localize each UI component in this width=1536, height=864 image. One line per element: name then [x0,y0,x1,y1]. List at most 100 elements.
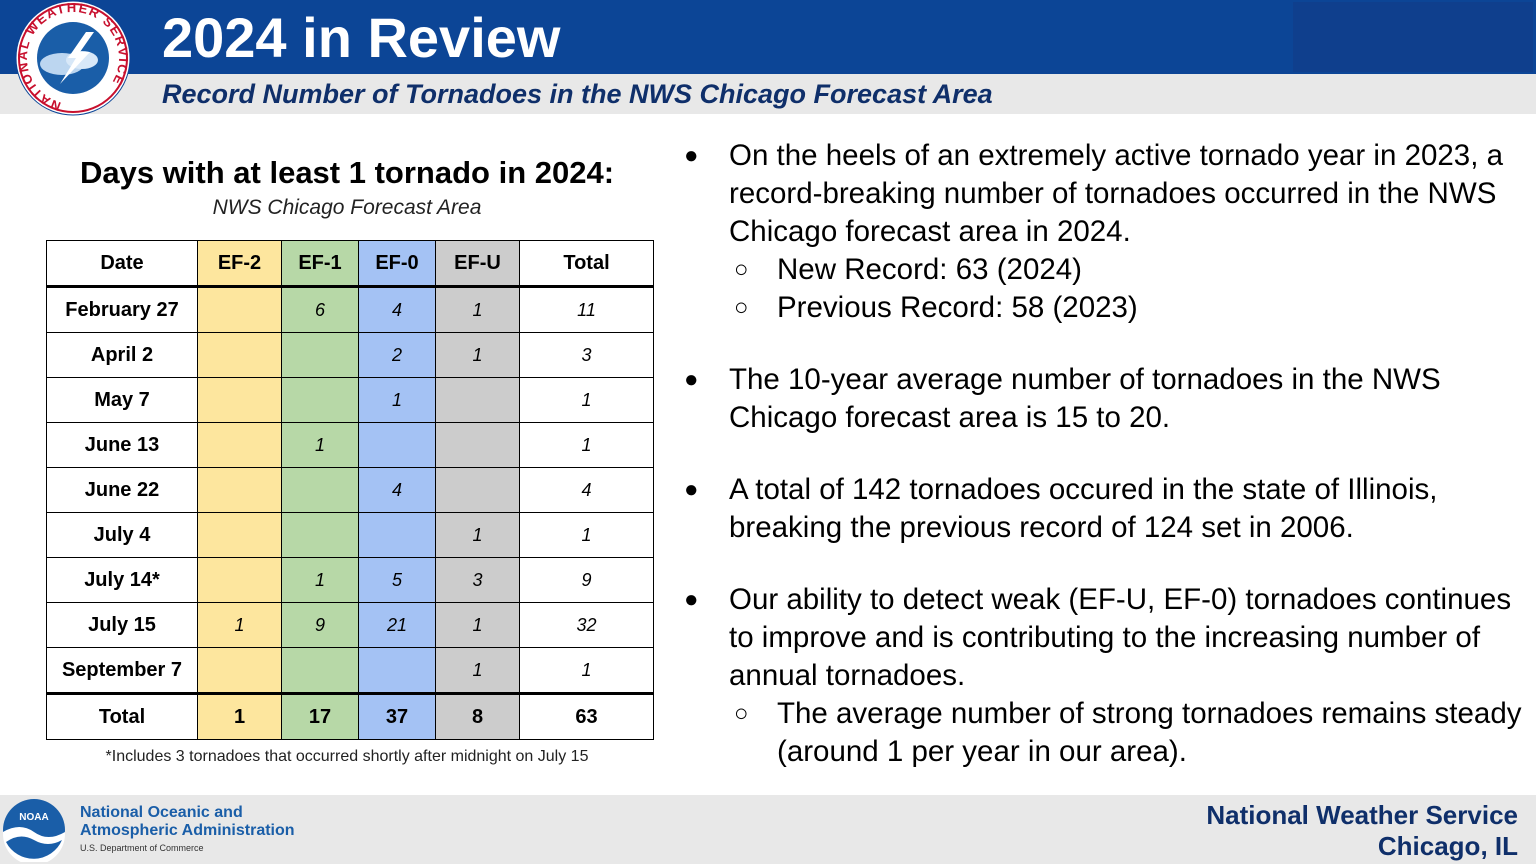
bullet-text: A total of 142 tornadoes occured in the … [729,473,1438,544]
ef0-cell: 4 [358,467,436,513]
page-subtitle: Record Number of Tornadoes in the NWS Ch… [162,79,993,109]
efu-cell: 1 [435,512,520,558]
column-header-efu: EF-U [435,240,520,288]
total-cell: 3 [519,332,654,378]
nws-office-label: National Weather Service Chicago, IL [1206,800,1518,862]
ef2-cell: 1 [197,602,282,648]
date-cell: June 13 [46,422,198,468]
sub-bullet-item: ○ Previous Record: 58 (2023) [684,289,1529,327]
bullet-marker: ● [684,476,699,503]
table-row: April 2 2 1 3 [46,332,654,378]
efu-cell [435,467,520,513]
table-row: May 7 1 1 [46,377,654,423]
efu-cell: 1 [435,332,520,378]
ef0-cell: 21 [358,602,436,648]
bullet-marker: ● [684,142,699,169]
bullet-text: Our ability to detect weak (EF-U, EF-0) … [729,583,1512,692]
noaa-name-line1: National Oceanic and [80,804,243,821]
ef0-cell: 4 [358,286,436,333]
table-row: June 22 4 4 [46,467,654,513]
table-row: July 4 1 1 [46,512,654,558]
table-heading: Days with at least 1 tornado in 2024: [79,155,615,190]
sub-bullet-marker: ○ [734,256,749,283]
total-cell: 1 [519,512,654,558]
table-row: June 13 1 1 [46,422,654,468]
sub-bullet-text: Previous Record: 58 (2023) [777,291,1138,324]
bullet-marker: ● [684,586,699,613]
ef1-cell [281,332,359,378]
table-row: September 7 1 1 [46,647,654,694]
sub-bullet-marker: ○ [734,294,749,321]
sub-bullet-item: ○ The average number of strong tornadoes… [684,695,1529,771]
ef2-cell [197,422,282,468]
bullet-item: ● The 10-year average number of tornadoe… [684,361,1529,437]
sub-bullet-item: ○ New Record: 63 (2024) [684,251,1529,289]
ef1-cell [281,377,359,423]
table-row: July 15 1 9 21 1 32 [46,602,654,648]
table-row: February 27 6 4 1 11 [46,286,654,333]
date-cell: July 15 [46,602,198,648]
header-bar [0,0,1536,74]
nws-logo-icon: NATIONAL WEATHER SERVICE [15,0,131,116]
ef0-cell [358,512,436,558]
sub-bullet-marker: ○ [734,700,749,727]
bullet-item: ● Our ability to detect weak (EF-U, EF-0… [684,581,1529,695]
ef0-cell [358,422,436,468]
ef2-cell [197,557,282,603]
efu-cell: 1 [435,602,520,648]
ef1-cell [281,647,359,694]
efu-cell [435,422,520,468]
ef1-total-cell: 17 [281,692,359,740]
total-cell: 9 [519,557,654,603]
bullet-item: ● A total of 142 tornadoes occured in th… [684,471,1529,547]
footer-bar [0,795,1536,864]
column-header-ef2: EF-2 [197,240,282,288]
table-header-row: Date EF-2 EF-1 EF-0 EF-U Total [46,240,654,288]
bullet-marker: ● [684,366,699,393]
column-header-date: Date [46,240,198,288]
ef1-cell: 6 [281,286,359,333]
noaa-name-line2: Atmospheric Administration [80,822,295,839]
subtitle-bar [0,74,1536,114]
ef0-cell: 1 [358,377,436,423]
sub-bullet-text: New Record: 63 (2024) [777,253,1082,286]
table-subheading: NWS Chicago Forecast Area [212,196,482,219]
nws-footer-line2: Chicago, IL [1377,831,1518,861]
efu-total-cell: 8 [435,692,520,740]
ef2-cell [197,286,282,333]
total-cell: 11 [519,286,654,333]
grand-total-cell: 63 [519,692,654,740]
bullet-text: On the heels of an extremely active torn… [729,139,1504,248]
ef0-total-cell: 37 [358,692,436,740]
total-cell: 32 [519,602,654,648]
ef0-cell: 5 [358,557,436,603]
total-cell: 1 [519,377,654,423]
nws-footer-line1: National Weather Service [1206,800,1518,830]
total-cell: 1 [519,647,654,694]
ef2-total-cell: 1 [197,692,282,740]
ef1-cell: 1 [281,557,359,603]
date-cell: February 27 [46,286,198,333]
tornado-days-table: Date EF-2 EF-1 EF-0 EF-U Total February … [46,240,654,740]
ef2-cell [197,332,282,378]
efu-cell [435,377,520,423]
ef2-cell [197,512,282,558]
date-cell: April 2 [46,332,198,378]
total-label-cell: Total [46,692,198,740]
ef0-cell: 2 [358,332,436,378]
ef2-cell [197,467,282,513]
ef1-cell [281,467,359,513]
noaa-department: U.S. Department of Commerce [80,843,204,853]
table-row: July 14* 1 5 3 9 [46,557,654,603]
noaa-badge-text: NOAA [19,812,48,823]
page-title: 2024 in Review [162,6,561,69]
column-header-ef0: EF-0 [358,240,436,288]
column-header-ef1: EF-1 [281,240,359,288]
noaa-logo-icon: NOAA [3,799,65,862]
ef1-cell [281,512,359,558]
bullet-list: ● On the heels of an extremely active to… [684,137,1529,771]
bullet-item: ● On the heels of an extremely active to… [684,137,1529,251]
efu-cell: 1 [435,286,520,333]
table-footnote: *Includes 3 tornadoes that occurred shor… [105,748,589,765]
ef0-cell [358,647,436,694]
